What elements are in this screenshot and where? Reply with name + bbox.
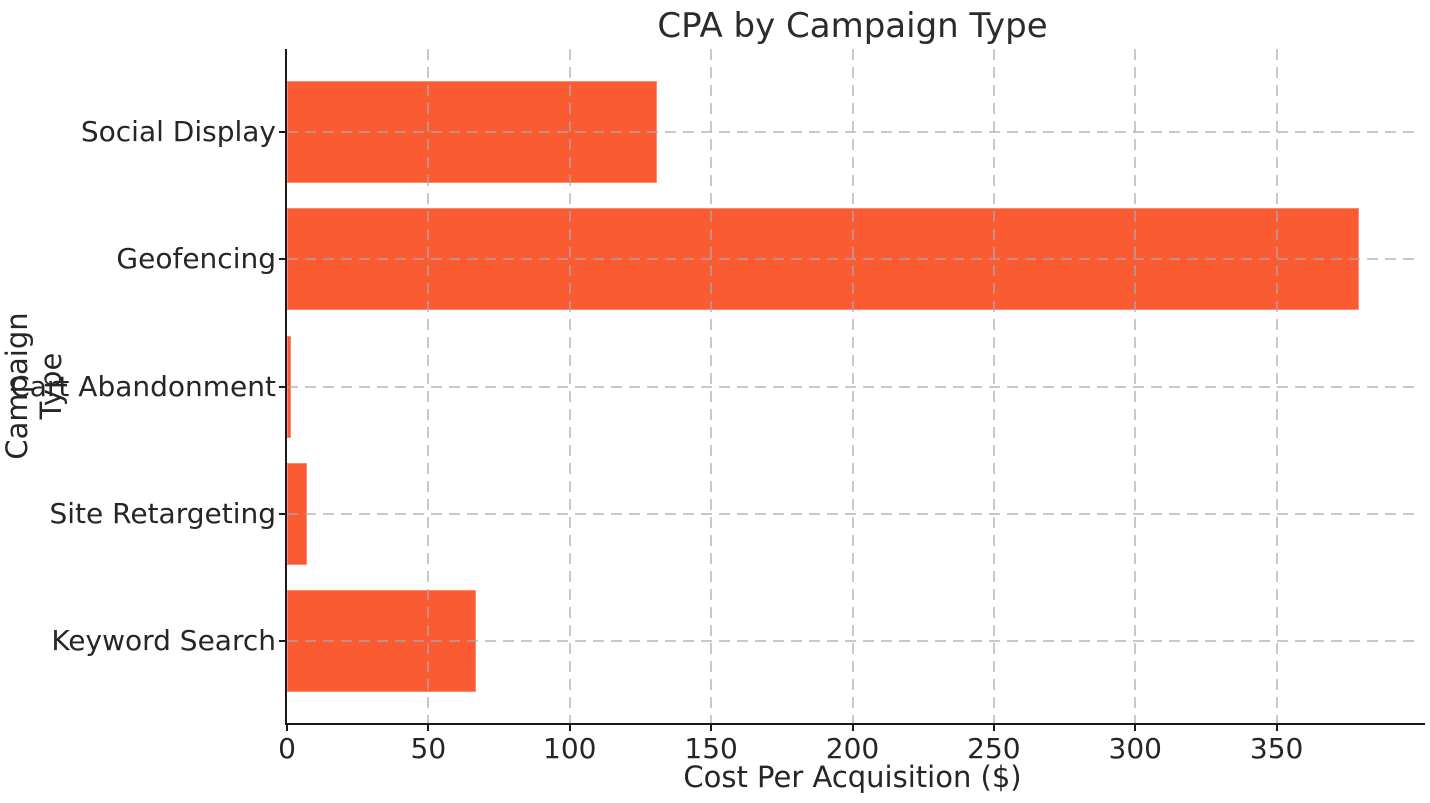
y-tick-mark <box>279 385 287 388</box>
y-tick-mark <box>279 131 287 133</box>
gridline-horizontal <box>287 258 1418 261</box>
x-tick-label: 300 <box>1108 732 1162 765</box>
gridline-horizontal <box>287 513 1418 516</box>
x-axis-label: Cost Per Acquisition ($) <box>683 760 1022 794</box>
y-tick-label: Social Display <box>80 115 276 148</box>
x-tick-label: 150 <box>684 732 738 765</box>
gridline-horizontal <box>287 131 1418 133</box>
y-tick-label: Keyword Search <box>51 624 276 658</box>
y-tick-label: Cart Abandonment <box>10 369 276 403</box>
x-tick-label: 350 <box>1249 732 1304 765</box>
x-tick-mark <box>710 723 713 731</box>
x-tick-mark <box>568 723 571 731</box>
x-tick-mark <box>286 723 288 731</box>
x-tick-mark <box>851 723 854 731</box>
x-tick-mark <box>1134 723 1137 731</box>
x-tick-label: 200 <box>825 732 880 765</box>
x-tick-label: 250 <box>967 732 1021 765</box>
x-tick-mark <box>992 723 995 731</box>
x-tick-mark <box>427 723 430 731</box>
x-tick-label: 100 <box>543 732 597 765</box>
y-tick-label: Geofencing <box>116 242 276 276</box>
y-tick-mark <box>279 513 287 516</box>
gridline-horizontal <box>287 640 1418 643</box>
y-tick-mark <box>279 258 287 261</box>
gridline-horizontal <box>287 385 1418 388</box>
y-axis-label: Campaign Type <box>0 312 68 460</box>
y-tick-mark <box>279 640 287 643</box>
x-axis-spine <box>285 723 1425 725</box>
x-tick-label: 50 <box>410 732 447 765</box>
x-tick-mark <box>1275 723 1278 731</box>
y-tick-label: Site Retargeting <box>49 497 276 531</box>
x-tick-label: 0 <box>278 732 296 765</box>
chart-title: CPA by Campaign Type <box>657 6 1048 46</box>
